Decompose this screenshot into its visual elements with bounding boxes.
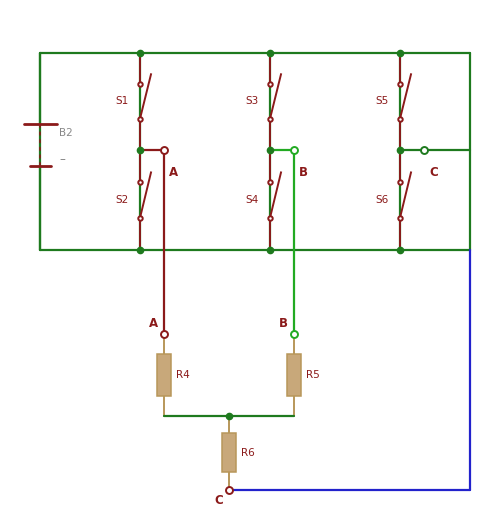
Text: –: –	[59, 153, 65, 166]
Text: R4: R4	[176, 370, 190, 380]
Text: A: A	[149, 317, 158, 330]
Text: S2: S2	[116, 195, 129, 205]
Text: S6: S6	[376, 195, 389, 205]
Text: C: C	[429, 166, 438, 179]
Text: S5: S5	[376, 96, 389, 106]
Text: B: B	[299, 166, 308, 179]
Text: B2: B2	[59, 128, 73, 138]
Text: B: B	[279, 317, 288, 330]
Bar	[222, 433, 236, 472]
Text: R5: R5	[306, 370, 320, 380]
Bar	[157, 353, 171, 396]
Text: R6: R6	[241, 448, 255, 458]
Text: A: A	[169, 166, 178, 179]
Text: S4: S4	[246, 195, 259, 205]
Text: S1: S1	[116, 96, 129, 106]
Bar	[287, 353, 301, 396]
Text: C: C	[214, 494, 223, 508]
Text: S3: S3	[246, 96, 259, 106]
